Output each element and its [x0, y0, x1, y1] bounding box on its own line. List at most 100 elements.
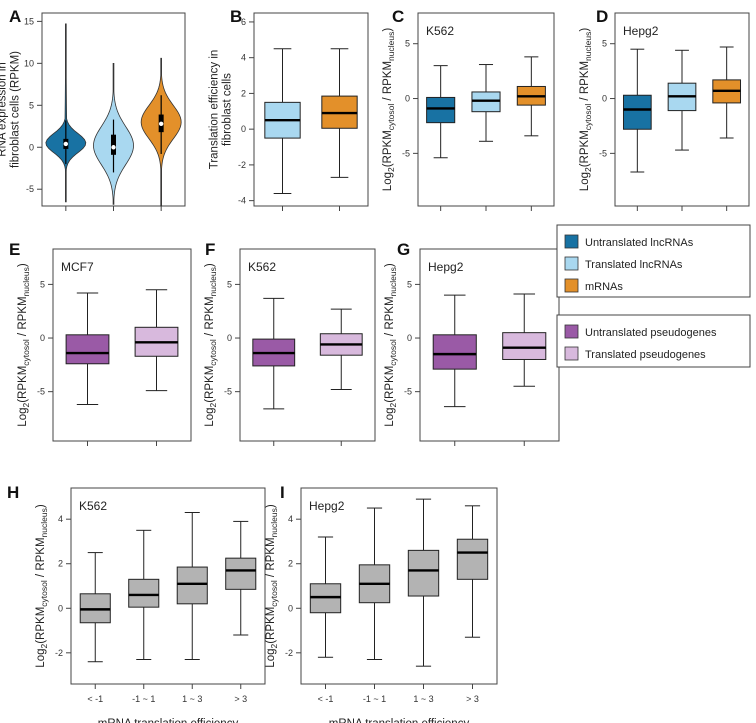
panel-label: I: [280, 483, 285, 502]
panel-g: G Hepg2 -5 0 5 Log2(RPKMcytosol / RPKMnucleus…: [384, 240, 560, 446]
panel-label: C: [392, 7, 404, 26]
legend-label: Untranslated lncRNAs: [585, 237, 694, 249]
panel-label: F: [205, 240, 215, 259]
y-tick-label: 2: [288, 559, 293, 569]
x-tick-label: > 3: [466, 694, 479, 704]
y-axis-label-part: / RPKM: [17, 296, 29, 339]
y-axis-label-part: / RPKM: [204, 296, 216, 339]
y-axis-label-part: Log: [384, 408, 396, 427]
y-axis-label-part: Log: [17, 408, 29, 427]
plot-frame: [70, 487, 266, 685]
y-axis-label: Log2(RPKMcytosol / RPKMnucleus): [579, 28, 593, 192]
y-tick-label: 6: [241, 17, 246, 27]
plot-title: Hepg2: [309, 499, 345, 513]
legend-pseudogene: Untranslated pseudogenes Translated pseud…: [556, 314, 751, 368]
violin-median-dot: [111, 145, 116, 150]
legend-lncrna: Untranslated lncRNAs Translated lncRNAs mR…: [556, 224, 751, 298]
y-axis-label: Log2(RPKMcytosol / RPKMnucleus): [35, 504, 49, 668]
y-axis-label-part: 2: [583, 167, 593, 172]
y-axis-label-part: nucleus: [208, 267, 218, 296]
x-axis-label: mRNA translation efficiency: [98, 718, 239, 723]
y-axis-label-part: ): [384, 263, 396, 267]
y-tick-label: -4: [238, 196, 246, 206]
y-axis-label-part: cytosol: [583, 104, 593, 131]
y-axis-label-part: Log: [579, 172, 591, 191]
legend-swatch: [564, 256, 579, 271]
y-axis-label-part: cytosol: [39, 580, 49, 607]
y-axis-label-part: nucleus: [21, 267, 31, 296]
y-tick-label: 5: [40, 279, 45, 289]
y-axis-label-part: Log: [382, 172, 394, 191]
y-axis-label-part: Log: [35, 649, 47, 668]
y-axis-label: Translation efficiency in: [209, 50, 221, 170]
legend-swatch: [564, 234, 579, 249]
y-axis-label-part: ): [382, 28, 394, 32]
y-axis-label-part: 2: [269, 644, 279, 649]
y-tick-label: 0: [227, 333, 232, 343]
y-axis-label-part: 2: [21, 403, 31, 408]
box-mrna_te: [407, 549, 440, 597]
y-axis-label-part: / RPKM: [382, 61, 394, 104]
plot-title: Hepg2: [428, 260, 464, 274]
y-axis-label-part: Log: [265, 649, 277, 668]
panel-b: B -4 -2 0 2 4 6 Translation efficiency in fibrob…: [209, 7, 369, 211]
y-tick-label: 15: [24, 16, 34, 26]
y-tick-label: 5: [227, 279, 232, 289]
violin-untranslated_lnc: [45, 23, 87, 203]
plot-title: Hepg2: [623, 24, 659, 38]
box-mrna_te: [456, 538, 489, 580]
y-axis-label-part: 2: [388, 403, 398, 408]
violin-median-dot: [158, 121, 164, 126]
panel-i: I Hepg2 -2 0 2 4 < -1 -1 ~ 1 1 ~ 3 > 3 mRNA transl…: [265, 483, 498, 723]
y-axis-label: Log2(RPKMcytosol / RPKMnucleus): [382, 28, 396, 192]
y-tick-label: -2: [55, 648, 63, 658]
plot-title: K562: [79, 499, 107, 513]
box-untranslated_pseudo: [65, 334, 110, 365]
panel-a: A -5 0 5 10 15 RNA expression in fibroblast cel…: [0, 7, 186, 211]
y-tick-label: 0: [40, 333, 45, 343]
y-axis-label: fibroblast cells: [222, 73, 234, 146]
panel-f: F K562 -5 0 5 Log2(RPKMcytosol / RPKMnucleus): [204, 240, 376, 446]
y-tick-label: 2: [58, 559, 63, 569]
y-axis-label-part: nucleus: [388, 267, 398, 296]
y-axis-label: Log2(RPKMcytosol / RPKMnucleus): [265, 504, 279, 668]
y-tick-label: 5: [407, 279, 412, 289]
box-untranslated_lnc: [426, 96, 456, 124]
x-tick-label: -1 ~ 1: [132, 694, 155, 704]
y-axis-label-part: / RPKM: [579, 61, 591, 104]
y-axis-label-part: ): [204, 263, 216, 267]
y-tick-label: -2: [285, 648, 293, 658]
legend-swatch: [564, 346, 579, 361]
x-tick-label: -1 ~ 1: [363, 694, 386, 704]
x-tick-label: > 3: [234, 694, 247, 704]
legend-swatch: [564, 278, 579, 293]
x-tick-label: < -1: [87, 694, 103, 704]
plot-title: K562: [248, 260, 276, 274]
y-axis-label-part: (RPKM: [35, 607, 47, 644]
y-axis-label-part: nucleus: [39, 508, 49, 537]
y-tick-label: 10: [24, 58, 34, 68]
y-tick-label: 0: [405, 94, 410, 104]
y-axis-label-part: cytosol: [388, 339, 398, 366]
y-axis-label-part: / RPKM: [265, 537, 277, 580]
y-tick-label: 0: [241, 124, 246, 134]
y-axis-label: Log2(RPKMcytosol / RPKMnucleus): [204, 263, 218, 427]
legend-label: Untranslated pseudogenes: [585, 327, 717, 339]
y-axis-label-part: ): [35, 504, 47, 508]
plot-frame: [300, 487, 498, 685]
y-axis-label-part: cytosol: [386, 104, 396, 131]
y-axis-label-part: / RPKM: [384, 296, 396, 339]
y-axis-label: RNA expression in: [0, 62, 9, 157]
plot-frame: [253, 12, 369, 207]
y-axis-label-part: nucleus: [386, 32, 396, 61]
y-axis-label-part: ): [265, 504, 277, 508]
y-axis-label-part: ): [17, 263, 29, 267]
y-tick-label: 0: [407, 333, 412, 343]
y-tick-label: 0: [288, 603, 293, 613]
y-tick-label: 5: [405, 39, 410, 49]
y-axis-label-part: (RPKM: [204, 366, 216, 403]
y-axis-label: fibroblast cells (RPKM): [10, 51, 22, 168]
box-mrna_te: [128, 578, 160, 608]
panel-label: B: [230, 7, 242, 26]
